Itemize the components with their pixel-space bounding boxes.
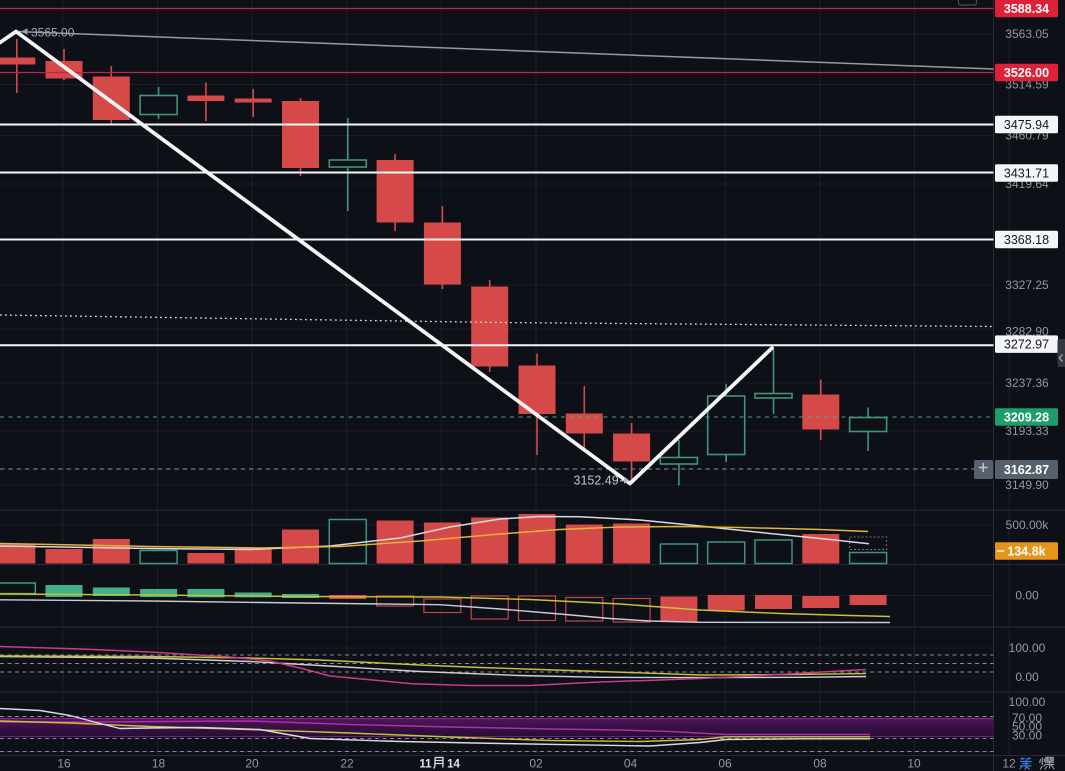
svg-text:3149.90: 3149.90 bbox=[1005, 478, 1049, 492]
svg-text:3526.00: 3526.00 bbox=[1004, 66, 1049, 80]
svg-text:3237.36: 3237.36 bbox=[1005, 376, 1049, 390]
svg-text:3209.28: 3209.28 bbox=[1004, 410, 1049, 424]
svg-text:3565.00: 3565.00 bbox=[31, 26, 75, 40]
svg-text:0.00: 0.00 bbox=[1015, 670, 1039, 684]
svg-text:06: 06 bbox=[718, 757, 732, 771]
svg-text:3162.87: 3162.87 bbox=[1004, 463, 1049, 477]
svg-text:3368.18: 3368.18 bbox=[1004, 233, 1049, 247]
svg-text:500.00k: 500.00k bbox=[1006, 518, 1050, 532]
svg-text:100.00: 100.00 bbox=[1009, 641, 1046, 655]
svg-text:22: 22 bbox=[340, 757, 354, 771]
svg-text:10: 10 bbox=[907, 757, 921, 771]
svg-text:0.00: 0.00 bbox=[1015, 589, 1039, 603]
svg-text:11: 11 bbox=[419, 759, 432, 771]
svg-text:3282.90: 3282.90 bbox=[1005, 325, 1049, 339]
svg-text:14: 14 bbox=[447, 759, 460, 771]
svg-text:3563.05: 3563.05 bbox=[1005, 27, 1049, 41]
svg-text:70.00: 70.00 bbox=[1012, 711, 1042, 725]
svg-text:20: 20 bbox=[245, 757, 259, 771]
svg-text:02: 02 bbox=[529, 757, 543, 771]
svg-text:50.00: 50.00 bbox=[1012, 720, 1042, 734]
svg-text:3272.97: 3272.97 bbox=[1004, 338, 1049, 352]
svg-text:16: 16 bbox=[57, 757, 71, 771]
svg-text:18: 18 bbox=[152, 757, 166, 771]
svg-text:100.00: 100.00 bbox=[1009, 695, 1046, 709]
svg-text:04: 04 bbox=[624, 757, 638, 771]
svg-text:3193.33: 3193.33 bbox=[1005, 424, 1049, 438]
svg-text:08: 08 bbox=[813, 757, 827, 771]
svg-text:12: 12 bbox=[1002, 757, 1016, 771]
svg-text:3588.34: 3588.34 bbox=[1004, 2, 1049, 16]
svg-text:3327.25: 3327.25 bbox=[1005, 278, 1049, 292]
svg-text:3431.71: 3431.71 bbox=[1004, 166, 1049, 180]
svg-text:30.00: 30.00 bbox=[1012, 729, 1042, 743]
svg-text:134.8k: 134.8k bbox=[1007, 544, 1045, 558]
svg-text:3152.49: 3152.49 bbox=[574, 474, 619, 488]
svg-text:3475.94: 3475.94 bbox=[1004, 118, 1049, 132]
